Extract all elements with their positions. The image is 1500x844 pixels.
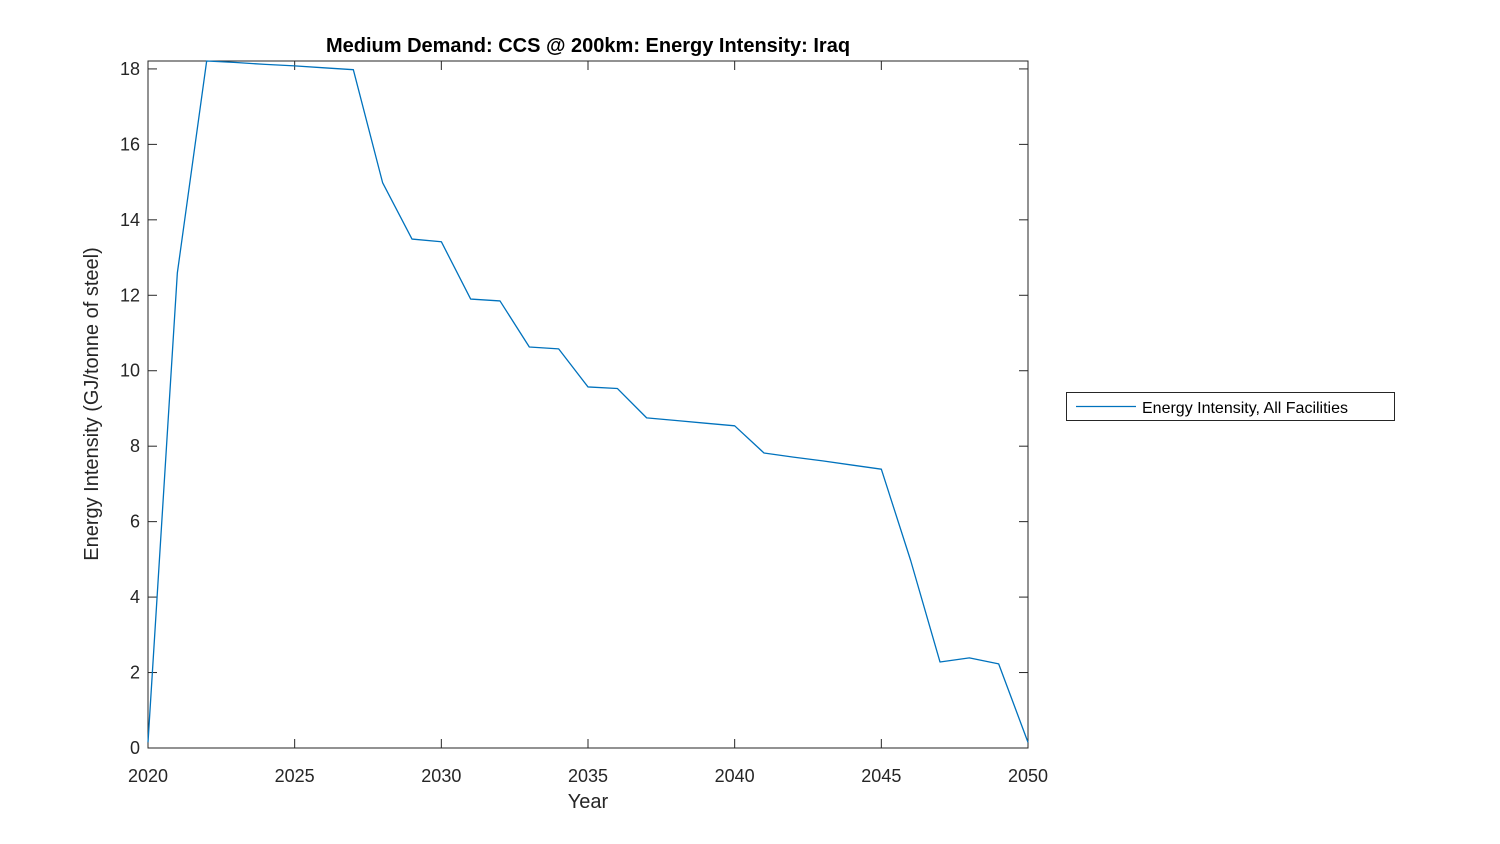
y-tick-label: 14 bbox=[120, 210, 140, 230]
x-tick-label: 2045 bbox=[861, 766, 901, 786]
y-tick-label: 10 bbox=[120, 361, 140, 381]
x-axis-ticks bbox=[147, 61, 1029, 748]
y-tick-label: 8 bbox=[130, 436, 140, 456]
x-tick-label: 2040 bbox=[715, 766, 755, 786]
energy-intensity-line bbox=[147, 60, 1029, 743]
chart-title: Medium Demand: CCS @ 200km: Energy Inten… bbox=[326, 35, 850, 57]
y-tick-label: 18 bbox=[120, 59, 140, 79]
y-tick-label: 2 bbox=[130, 663, 140, 683]
y-axis-ticks bbox=[148, 68, 1028, 749]
x-axis-label: Year bbox=[568, 791, 609, 813]
x-tick-label: 2025 bbox=[275, 766, 315, 786]
y-tick-label: 4 bbox=[130, 587, 140, 607]
y-axis-tick-labels: 0 2 4 6 8 10 12 14 16 18 bbox=[120, 59, 140, 758]
x-tick-label: 2030 bbox=[421, 766, 461, 786]
y-tick-label: 16 bbox=[120, 134, 140, 154]
x-axis-tick-labels: 2020 2025 2030 2035 2040 2045 2050 bbox=[128, 766, 1048, 786]
plot-area-box bbox=[147, 60, 1029, 749]
y-tick-label: 12 bbox=[120, 285, 140, 305]
x-tick-label: 2050 bbox=[1008, 766, 1048, 786]
legend: Energy Intensity, All Facilities bbox=[1066, 392, 1395, 421]
x-tick-label: 2035 bbox=[568, 766, 608, 786]
legend-label: Energy Intensity, All Facilities bbox=[1142, 400, 1348, 417]
x-tick-label: 2020 bbox=[128, 766, 168, 786]
y-tick-label: 0 bbox=[130, 738, 140, 758]
y-axis-label: Energy Intensity (GJ/tonne of steel) bbox=[81, 247, 103, 561]
y-tick-label: 6 bbox=[130, 512, 140, 532]
